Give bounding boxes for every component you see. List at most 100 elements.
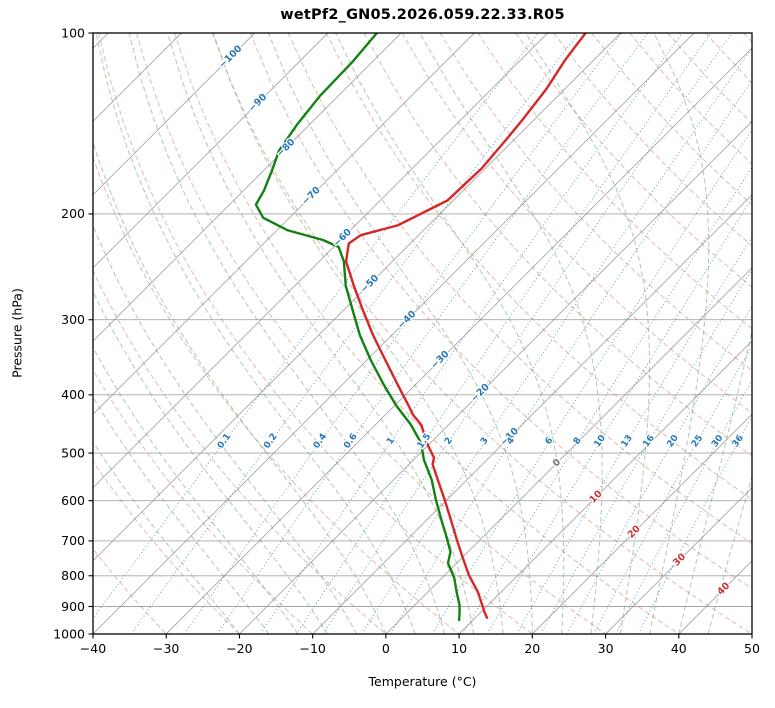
moist-adiabat-line: [93, 140, 387, 634]
chart-title: wetPf2_GN05.2026.059.22.33.R05: [280, 7, 565, 23]
isotherm-line: [385, 267, 752, 634]
mixing-ratio-line: [216, 33, 649, 634]
isotherm-line: [458, 340, 752, 634]
isotherm-line: [93, 33, 256, 196]
dry-adiabat-line: [173, 33, 680, 634]
y-tick-label: 700: [61, 533, 85, 548]
mixing-ratio-label: 36: [731, 433, 746, 449]
y-tick-label: 600: [61, 493, 85, 508]
x-tick-label: −40: [80, 641, 106, 656]
x-tick-label: −30: [153, 641, 179, 656]
x-tick-label: −20: [226, 641, 252, 656]
mixing-ratio-line: [93, 33, 539, 620]
dry-adiabat-line: [553, 33, 752, 247]
isotherm-line: [312, 194, 752, 634]
axis-tick-labels: −40 −30 −20 −10 0 10 20 30 40 5010020030040050060…: [53, 25, 760, 656]
mixing-ratio-line: [361, 47, 752, 634]
mixing-ratio-line: [540, 268, 752, 634]
dry-adiabat-line: [742, 33, 752, 43]
moist-adiabat-line: [93, 224, 358, 634]
dry-adiabat-line: [249, 33, 752, 590]
dry-adiabat-line: [93, 156, 460, 634]
x-tick-label: 30: [598, 641, 614, 656]
isotherm-line: [531, 413, 752, 634]
isotherm-line: [751, 633, 752, 634]
mixing-ratio-line: [462, 166, 752, 634]
dry-adiabat-line: [93, 368, 314, 634]
moist-adiabat-line: [648, 33, 710, 634]
dry-adiabats: [93, 33, 752, 634]
mixing-ratio-line: [593, 344, 752, 634]
moist-adiabat-line: [93, 346, 299, 634]
dry-adiabat-line: [704, 33, 752, 84]
isotherm-line: [678, 560, 752, 634]
isotherm-line: [239, 120, 752, 634]
mixing-ratio-line: [637, 415, 752, 634]
mixing-ratio-label: 0.2: [262, 432, 279, 451]
isotherm-line: [93, 33, 402, 342]
dry-adiabat-line: [591, 33, 752, 206]
dry-adiabat-line: [135, 33, 606, 634]
isotherm-lines: [0, 33, 752, 634]
moist-adiabat-line: [707, 474, 752, 634]
isotherm-line: [0, 33, 35, 634]
y-tick-label: 900: [61, 599, 85, 614]
y-tick-label: 1000: [53, 626, 85, 641]
moist-adiabat-line: [419, 33, 603, 634]
mixing-ratio-label: 2: [443, 436, 455, 447]
moist-adiabat-line: [93, 290, 328, 634]
dry-adiabat-line: [325, 33, 752, 501]
mixing-ratio-lines: [93, 33, 752, 634]
x-tick-label: 10: [451, 641, 467, 656]
isotherm-line: [93, 33, 329, 269]
moist-adiabat-line: [128, 33, 446, 634]
moist-adiabat-line: [93, 440, 240, 634]
pressure-gridlines: [93, 33, 752, 634]
y-tick-label: 400: [61, 387, 85, 402]
mixing-ratio-label: 3: [479, 436, 491, 447]
isotherm-line: [93, 33, 182, 123]
mixing-ratio-line: [260, 33, 683, 634]
isotherm-line: [605, 486, 752, 634]
plot-area: [0, 33, 752, 634]
mixing-ratio-line: [516, 235, 752, 634]
dry-adiabat-line: [363, 33, 752, 457]
isotherm-line: [93, 33, 622, 562]
mixing-ratio-line: [296, 33, 712, 634]
mixing-ratio-line: [615, 378, 752, 634]
isotherm-line: [93, 33, 548, 489]
isotherm-line: [93, 33, 475, 415]
mixing-ratio-label: 6: [544, 436, 556, 447]
moist-adiabat-line: [212, 33, 504, 634]
dry-adiabat-line: [439, 33, 752, 372]
x-tick-label: 0: [382, 641, 390, 656]
dry-adiabat-line: [211, 33, 752, 634]
mixing-ratio-line: [389, 79, 752, 634]
mixing-ratio-label: 1.5: [416, 432, 433, 451]
mixing-ratio-label: 1: [385, 436, 397, 447]
y-tick-label: 100: [61, 25, 85, 40]
y-tick-label: 200: [61, 206, 85, 221]
moist-adiabat-line: [93, 396, 270, 634]
mixing-ratio-label: 13: [620, 433, 635, 449]
moist-adiabat-line: [678, 328, 752, 634]
x-tick-label: −10: [300, 641, 326, 656]
dry-adiabat-line: [629, 33, 752, 165]
moist-adiabats: [93, 33, 752, 634]
moist-adiabat-line: [95, 33, 416, 634]
mixing-ratio-label: 16: [642, 433, 657, 449]
x-tick-label: 50: [744, 641, 760, 656]
mixing-ratio-line: [566, 305, 752, 634]
mixing-ratio-line: [183, 33, 622, 634]
isotherm-line: [93, 33, 695, 634]
x-tick-label: 40: [671, 641, 687, 656]
mixing-ratio-label: 30: [710, 433, 725, 449]
mixing-ratio-label: 25: [690, 433, 705, 449]
dry-adiabat-line: [515, 33, 752, 288]
y-tick-label: 500: [61, 445, 85, 460]
moist-adiabat-line: [525, 33, 651, 634]
x-tick-label: 20: [524, 641, 540, 656]
moist-adiabat-line: [267, 33, 533, 634]
